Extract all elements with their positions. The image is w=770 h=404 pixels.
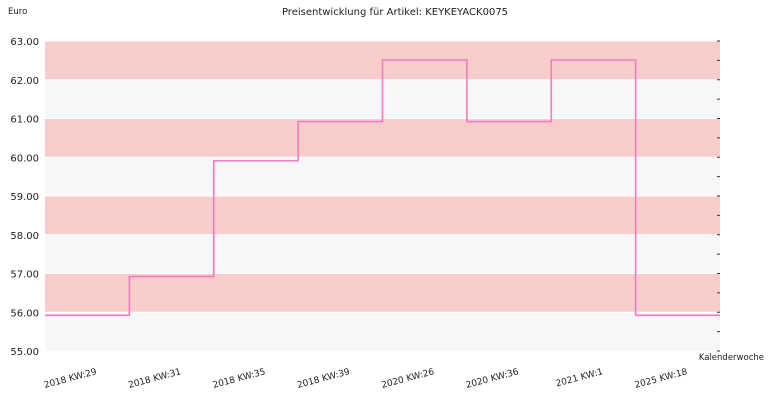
y-tick-label: 59.00 (10, 192, 39, 203)
y-tick-label: 55.00 (10, 347, 39, 358)
x-tick-label: 2025 KW:18 (634, 367, 689, 391)
background-band (45, 273, 720, 313)
y-tick-labels: 55.00 56.00 57.00 58.00 59.00 60.00 61.00 62.00… (10, 37, 39, 358)
x-tick-label: 2018 KW:29 (43, 367, 98, 391)
x-tick-label: 2018 KW:35 (212, 367, 267, 391)
y-tick-label: 61.00 (10, 115, 39, 126)
x-tick-label: 2021 KW:1 (555, 367, 604, 389)
background-band (45, 234, 720, 274)
y-tick-label: 58.00 (10, 231, 39, 242)
y-tick-label: 57.00 (10, 270, 39, 281)
background-band (45, 196, 720, 235)
background-band (45, 157, 720, 196)
x-tick-label: 2020 KW:36 (465, 367, 520, 391)
series-layer (45, 59, 720, 317)
x-axis-label: Kalenderwoche (699, 353, 764, 363)
x-tick-labels: 2018 KW:29 2018 KW:31 2018 KW:35 2018 KW:39… (43, 367, 689, 391)
y-tick-label: 63.00 (10, 37, 39, 48)
price-series-line (45, 59, 720, 317)
y-axis-label: Euro (8, 7, 27, 17)
y-tick-label: 56.00 (10, 308, 39, 319)
y-minor-ticks (717, 40, 720, 352)
x-tick-label: 2018 KW:39 (296, 367, 351, 391)
chart-title: Preisentwicklung für Artikel: KEYKEYACK0… (282, 7, 508, 18)
background-band (45, 118, 720, 158)
background-band (45, 312, 720, 351)
y-tick-label: 62.00 (10, 76, 39, 87)
x-tick-label: 2018 KW:31 (127, 367, 182, 391)
y-tick-label: 60.00 (10, 153, 39, 164)
x-tick-label: 2020 KW:26 (381, 367, 436, 391)
